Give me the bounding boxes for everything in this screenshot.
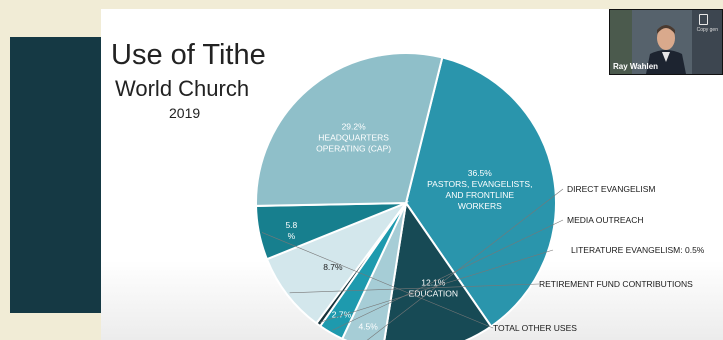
copy-icon-label: Copy gen: [696, 27, 718, 33]
callout-label: MEDIA OUTREACH: [567, 215, 644, 225]
callout-label: LITERATURE EVANGELISM: 0.5%: [571, 245, 705, 255]
tithe-pie-chart: 36.5% PASTORS, EVANGELISTS, AND FRONTLINE W…: [255, 52, 705, 340]
slide-title: Use of Tithe: [111, 39, 266, 71]
participant-name: Ray Wahlen: [613, 62, 659, 71]
background-band: [10, 37, 108, 313]
callout-line: [319, 249, 554, 323]
copy-icon[interactable]: [699, 14, 708, 25]
slide-year: 2019: [169, 105, 201, 121]
participant-video-tile[interactable]: Copy gen Ray Wahlen: [609, 9, 723, 75]
slice-label: 2.7%: [332, 310, 352, 320]
slice-label: 8.7%: [323, 262, 343, 272]
slice-label: 36.5% PASTORS, EVANGELISTS, AND FRONTLINE W…: [427, 168, 532, 211]
callout-line: [366, 188, 564, 340]
callout-label: RETIREMENT FUND CONTRIBUTIONS: [539, 279, 693, 289]
slice-label: 4.5%: [358, 321, 378, 331]
pie-slice: [404, 56, 557, 328]
slice-label: 5.8%: [285, 220, 297, 241]
callout-label: DIRECT EVANGELISM: [567, 184, 655, 194]
callout-label: TOTAL OTHER USES: [493, 323, 577, 333]
callout-line: [332, 219, 564, 331]
callout-line: [261, 232, 494, 329]
slide-subtitle: World Church: [115, 76, 250, 101]
pie-slice: [383, 200, 493, 340]
callout-line: [289, 283, 540, 294]
pie-slice: [255, 52, 444, 207]
slice-label: 29.2% HEADQUARTERS OPERATING (CAP): [316, 121, 391, 153]
slice-label: 12.1%EDUCATION: [409, 277, 458, 298]
